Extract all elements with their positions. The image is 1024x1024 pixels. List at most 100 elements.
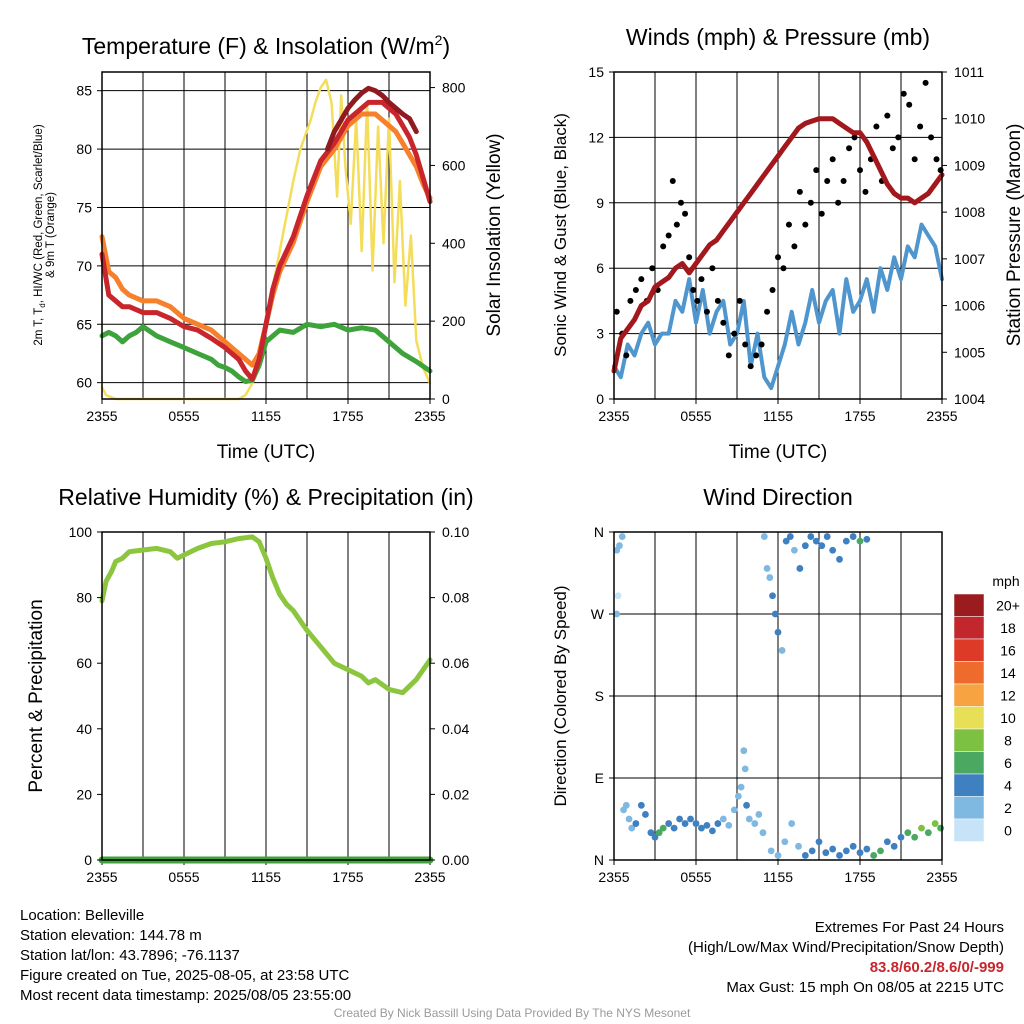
direction-point bbox=[829, 845, 837, 853]
colorbar-swatch bbox=[953, 751, 985, 775]
colorbar-swatch bbox=[953, 706, 985, 730]
rh-plot-area: 2355 0555 1155 1755 23550204060801000.000.02… bbox=[69, 524, 470, 885]
direction-point bbox=[801, 542, 809, 550]
direction-point bbox=[818, 542, 826, 550]
station-elevation: Station elevation: 144.78 m bbox=[20, 927, 202, 944]
rh-line bbox=[99, 534, 433, 696]
colorbar-swatch bbox=[953, 683, 985, 707]
direction-point bbox=[815, 838, 823, 846]
y2-tick-label: 600 bbox=[442, 157, 466, 173]
direction-point bbox=[725, 821, 733, 829]
y2-tick-label: 800 bbox=[442, 80, 466, 96]
direction-point bbox=[760, 533, 768, 540]
y-tick-label: 80 bbox=[76, 590, 92, 606]
gust-point bbox=[917, 123, 924, 130]
wind-ylabel-right: Station Pressure (Maroon) bbox=[1004, 124, 1024, 347]
direction-point bbox=[703, 821, 711, 829]
direction-point bbox=[618, 533, 626, 540]
gust-point bbox=[862, 188, 869, 195]
extremes-box: Extremes For Past 24 Hours (High/Low/Max… bbox=[584, 918, 1004, 998]
station-latlon: Station lat/lon: 43.7896; -76.1137 bbox=[20, 947, 240, 964]
direction-point bbox=[687, 815, 694, 823]
direction-point bbox=[622, 801, 630, 809]
y-tick-label: 75 bbox=[76, 199, 92, 215]
direction-point bbox=[877, 847, 884, 855]
direction-point bbox=[796, 565, 804, 572]
direction-point bbox=[755, 811, 763, 818]
direction-point bbox=[709, 827, 716, 835]
direction-point bbox=[823, 533, 831, 540]
colorbar-label: 2 bbox=[1004, 800, 1012, 816]
colorbar-swatch bbox=[953, 773, 985, 797]
x-tick-label: 1755 bbox=[332, 869, 363, 885]
direction-point bbox=[740, 747, 748, 755]
x-tick-label: 2355 bbox=[926, 869, 957, 885]
direction-point bbox=[771, 610, 779, 618]
x-tick-label: 2355 bbox=[86, 408, 117, 424]
colorbar-label: 12 bbox=[1000, 687, 1016, 703]
gust-point bbox=[922, 79, 929, 86]
gust-point bbox=[731, 330, 738, 337]
direction-point bbox=[665, 820, 673, 827]
x-tick-label: 1155 bbox=[251, 408, 281, 424]
y-tick-label: 3 bbox=[596, 326, 604, 342]
direction-point bbox=[774, 852, 782, 859]
x-tick-label: 0555 bbox=[168, 869, 199, 885]
temp-ylabel-left-line2: & 9m T (Orange) bbox=[45, 192, 57, 278]
y2-tick-label: 200 bbox=[442, 313, 466, 329]
gust-point bbox=[632, 287, 639, 293]
direction-point bbox=[836, 852, 843, 859]
temp-panel-title: Temperature (F) & Insolation (W/m2) bbox=[82, 32, 450, 59]
direction-point bbox=[628, 824, 636, 832]
gust-point bbox=[665, 232, 672, 239]
direction-point bbox=[647, 829, 655, 837]
gust-point bbox=[669, 178, 676, 184]
colorbar-label: 0 bbox=[1004, 822, 1012, 838]
direction-point bbox=[786, 533, 794, 540]
x-tick-label: 2355 bbox=[598, 408, 629, 424]
direction-point bbox=[791, 546, 798, 554]
recent-timestamp: Most recent data timestamp: 2025/08/05 2… bbox=[20, 987, 352, 1004]
direction-point bbox=[681, 820, 689, 827]
figure-created: Figure created on Tue, 2025-08-05, at 23… bbox=[20, 967, 350, 984]
colorbar-swatch bbox=[953, 818, 985, 842]
direction-point bbox=[719, 815, 727, 823]
direction-point bbox=[659, 824, 667, 832]
direction-point bbox=[613, 610, 621, 618]
direction-point bbox=[698, 824, 705, 832]
colorbar-title: mph bbox=[992, 573, 1019, 589]
direction-point bbox=[781, 838, 789, 846]
direction-point bbox=[676, 815, 683, 823]
direction-point bbox=[842, 847, 850, 855]
gust-point bbox=[900, 90, 907, 97]
gust-point bbox=[802, 221, 809, 228]
y-tick-label: 0 bbox=[84, 852, 92, 868]
direction-point bbox=[745, 815, 753, 823]
direction-point bbox=[625, 815, 633, 823]
temp-xlabel: Time (UTC) bbox=[217, 442, 316, 463]
direction-point bbox=[870, 852, 878, 859]
direction-point bbox=[730, 806, 738, 814]
series-line bbox=[99, 321, 433, 384]
gust-point bbox=[698, 276, 705, 283]
direction-point bbox=[767, 847, 775, 855]
y-tick-label: 65 bbox=[76, 316, 92, 332]
direction-point bbox=[714, 820, 722, 827]
y-tick-label: 80 bbox=[76, 141, 92, 157]
x-tick-label: 1155 bbox=[763, 408, 793, 424]
gust-point bbox=[638, 276, 645, 283]
y-tick-label: 15 bbox=[588, 64, 604, 80]
gust-point bbox=[769, 287, 776, 293]
temp-ylabel-right: Solar Insolation (Yellow) bbox=[484, 133, 505, 336]
gust-point bbox=[709, 265, 716, 272]
direction-point bbox=[743, 801, 750, 809]
gust-point bbox=[829, 156, 836, 163]
x-tick-label: 2355 bbox=[926, 408, 957, 424]
extremes-values: 83.8/60.2/8.6/0/-999 bbox=[869, 959, 1004, 976]
y-tick-label: 60 bbox=[76, 655, 92, 671]
plot-border bbox=[101, 531, 431, 861]
station-info: Location: Belleville Station elevation: … bbox=[20, 906, 351, 1006]
direction-point bbox=[616, 542, 623, 550]
x-tick-label: 1755 bbox=[844, 869, 875, 885]
